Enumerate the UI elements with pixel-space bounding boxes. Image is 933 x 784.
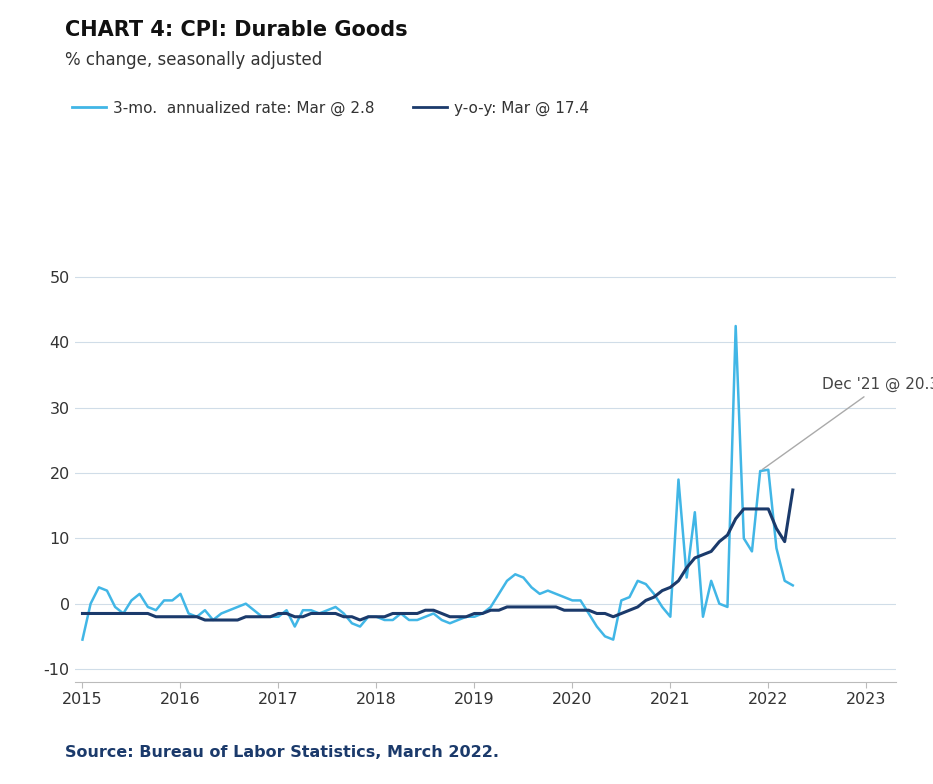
Text: % change, seasonally adjusted: % change, seasonally adjusted (65, 51, 323, 69)
Text: Source: Bureau of Labor Statistics, March 2022.: Source: Bureau of Labor Statistics, Marc… (65, 746, 499, 760)
Text: Dec '21 @ 20.3: Dec '21 @ 20.3 (762, 377, 933, 470)
Legend: 3-mo.  annualized rate: Mar @ 2.8, y-o-y: Mar @ 17.4: 3-mo. annualized rate: Mar @ 2.8, y-o-y:… (66, 95, 595, 122)
Text: CHART 4: CPI: Durable Goods: CHART 4: CPI: Durable Goods (65, 20, 408, 40)
